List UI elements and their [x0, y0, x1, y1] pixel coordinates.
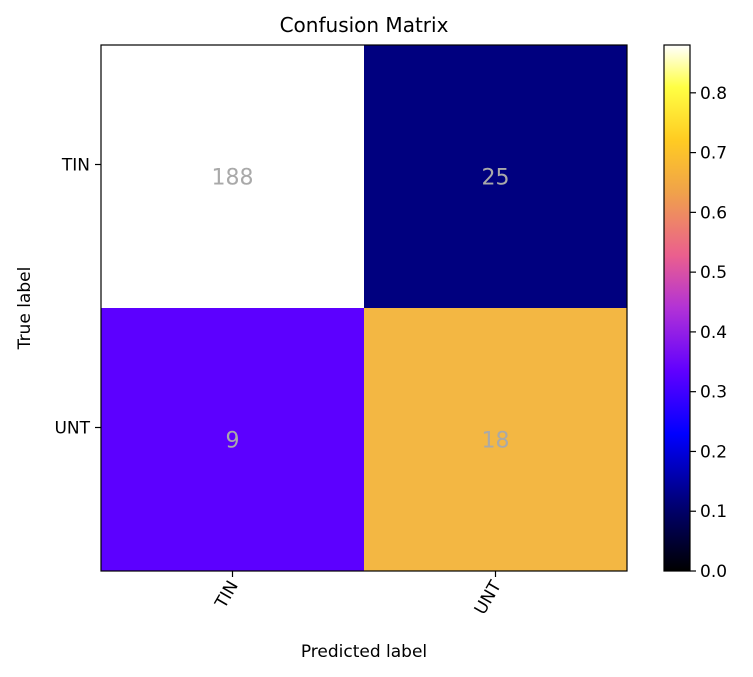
- heatmap-cell: [101, 308, 364, 571]
- y-tick-label: UNT: [54, 419, 90, 439]
- colorbar-tick-label: 0.5: [700, 263, 727, 283]
- y-tick-label: TIN: [61, 156, 90, 176]
- heatmap-cell: [364, 308, 627, 571]
- y-axis-label: True label: [15, 267, 35, 351]
- cell-value-label: 18: [482, 429, 510, 454]
- x-tick-label: TIN: [211, 578, 243, 613]
- colorbar-tick-label: 0.0: [700, 562, 727, 582]
- x-tick-label: UNT: [471, 577, 506, 618]
- plot-frame: [100, 44, 628, 572]
- heatmap-cell: [364, 45, 627, 308]
- y-axis-ticks: TIN UNT: [54, 156, 101, 439]
- cell-value-label: 9: [226, 429, 240, 454]
- cell-value-labels: 188 25 9 18: [212, 166, 510, 454]
- colorbar-gradient: [664, 45, 690, 571]
- colorbar-tick-label: 0.8: [700, 84, 727, 104]
- heatmap-cell: [101, 45, 364, 308]
- x-axis-label: Predicted label: [301, 642, 427, 662]
- heatmap-cells: [101, 45, 627, 571]
- colorbar-tick-label: 0.2: [700, 442, 727, 462]
- chart-title: Confusion Matrix: [280, 13, 449, 37]
- colorbar-tick-label: 0.1: [700, 502, 727, 522]
- colorbar-tick-label: 0.4: [700, 323, 727, 343]
- cell-value-label: 25: [482, 166, 510, 191]
- cell-value-label: 188: [212, 166, 254, 191]
- colorbar-tick-label: 0.6: [700, 203, 727, 223]
- colorbar-tick-label: 0.3: [700, 383, 727, 403]
- colorbar-tick-label: 0.7: [700, 144, 727, 164]
- x-axis-ticks: TIN UNT: [211, 571, 506, 618]
- colorbar: 0.0 0.1 0.2 0.3 0.4 0.5 0.6 0.7 0.8: [663, 44, 727, 582]
- colorbar-ticks: 0.0 0.1 0.2 0.3 0.4 0.5 0.6 0.7 0.8: [690, 84, 727, 582]
- colorbar-frame: [663, 44, 691, 572]
